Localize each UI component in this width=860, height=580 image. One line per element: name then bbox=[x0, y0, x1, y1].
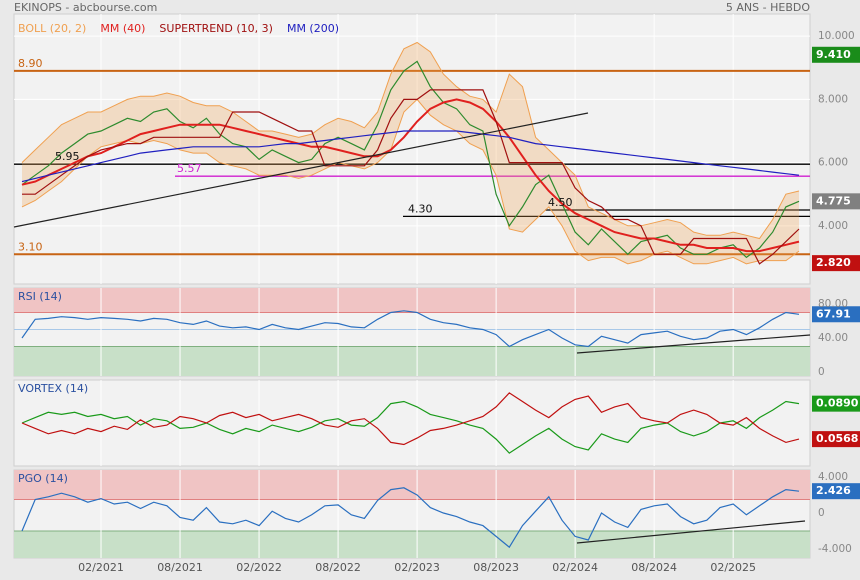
value-badge-label: 2.426 bbox=[816, 484, 851, 497]
value-badge bbox=[812, 193, 860, 210]
value-badge-label: 4.775 bbox=[816, 194, 851, 207]
series-line bbox=[21, 487, 800, 549]
series-line bbox=[21, 130, 800, 183]
legend-entry: SUPERTREND (10, 3) bbox=[159, 22, 273, 35]
series-line bbox=[22, 89, 800, 265]
header-period: 5 ANS - HEBDO bbox=[726, 1, 810, 14]
oversold-zone bbox=[14, 531, 810, 558]
value-badge bbox=[812, 431, 860, 448]
x-tick-label: 08/2023 bbox=[473, 561, 519, 574]
value-badge bbox=[812, 395, 860, 412]
x-tick-label: 02/2022 bbox=[236, 561, 282, 574]
y-tick-label: 4.000 bbox=[818, 471, 848, 483]
value-badge-label: 0.0890 bbox=[816, 397, 859, 410]
value-badge bbox=[812, 483, 860, 500]
y-tick-label: 10.000 bbox=[818, 30, 855, 42]
panels bbox=[13, 13, 811, 559]
boll-band bbox=[22, 42, 799, 264]
x-tick-label: 02/2024 bbox=[552, 561, 598, 574]
x-tick-label: 02/2025 bbox=[710, 561, 756, 574]
series-line bbox=[21, 310, 800, 348]
value-badge bbox=[812, 255, 860, 272]
legend-entry: BOLL (20, 2) bbox=[18, 22, 86, 35]
y-tick-label: -4.000 bbox=[818, 543, 852, 555]
series-line bbox=[21, 400, 800, 454]
panel bbox=[13, 13, 811, 285]
price-level-label: 5.95 bbox=[55, 150, 80, 163]
series-line bbox=[21, 98, 800, 253]
series-line bbox=[21, 392, 800, 446]
x-tick-label: 02/2021 bbox=[78, 561, 124, 574]
trendline bbox=[576, 520, 806, 544]
y-tick-label: 4.000 bbox=[818, 220, 848, 232]
value-badge-label: 0.0568 bbox=[816, 432, 858, 445]
trendline bbox=[576, 334, 811, 354]
series-line bbox=[21, 60, 800, 259]
panel bbox=[13, 379, 811, 467]
legend-entry: MM (200) bbox=[287, 22, 339, 35]
value-badge-label: 2.820 bbox=[816, 256, 851, 269]
y-tick-label: 0 bbox=[818, 366, 825, 378]
y-tick-label: 6.000 bbox=[818, 157, 848, 169]
value-badge-label: 9.410 bbox=[816, 48, 851, 61]
x-tick-label: 08/2022 bbox=[315, 561, 361, 574]
value-badge-label: 67.91 bbox=[816, 307, 851, 320]
panel-title: PGO (14) bbox=[18, 472, 68, 485]
legend-entry: MM (40) bbox=[100, 22, 145, 35]
panel-title: VORTEX (14) bbox=[18, 382, 88, 395]
x-tick-label: 02/2023 bbox=[394, 561, 440, 574]
y-tick-label: 80.00 bbox=[818, 298, 848, 310]
price-level-label: 4.30 bbox=[408, 202, 433, 215]
x-tick-label: 08/2021 bbox=[157, 561, 203, 574]
y-tick-label: 40.00 bbox=[818, 332, 848, 344]
overbought-zone bbox=[14, 470, 810, 500]
price-level-label: 3.10 bbox=[18, 240, 43, 253]
header-title: EKINOPS - abcbourse.com bbox=[14, 1, 157, 14]
overbought-zone bbox=[14, 288, 810, 313]
y-tick-label: 8.000 bbox=[818, 93, 848, 105]
value-badge bbox=[812, 46, 860, 63]
trendlines bbox=[13, 112, 811, 544]
value-badge bbox=[812, 306, 860, 323]
price-level-label: 5.57 bbox=[177, 162, 202, 175]
x-tick-label: 08/2024 bbox=[631, 561, 677, 574]
panel-title: RSI (14) bbox=[18, 290, 62, 303]
price-level-label: 4.50 bbox=[548, 196, 573, 209]
oversold-zone bbox=[14, 346, 810, 376]
trendline bbox=[13, 112, 589, 228]
boll-lower bbox=[21, 98, 800, 265]
marks bbox=[14, 41, 860, 549]
boll-upper bbox=[21, 41, 800, 240]
price-level-label: 8.90 bbox=[18, 57, 43, 70]
y-tick-label: 0 bbox=[818, 507, 825, 519]
